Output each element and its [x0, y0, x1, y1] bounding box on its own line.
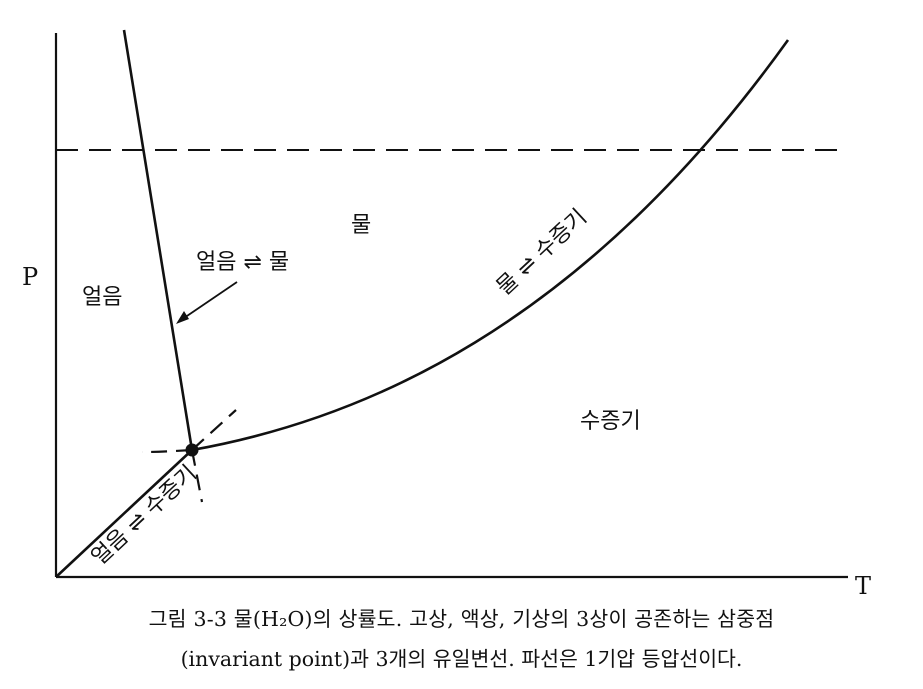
region-label-vapor: 수증기 [580, 409, 641, 434]
y-axis-label: P [22, 263, 38, 291]
vaporization-curve [191, 39, 790, 452]
metastable-sublimation-extension [191, 409, 237, 451]
boundary-label-vaporization: 물 ⇌ 수증기 [492, 205, 592, 301]
melting-label-arrowhead [176, 311, 189, 324]
melting-label-arrow-shaft [183, 281, 238, 319]
region-label-water: 물 [351, 213, 371, 238]
boundary-label-sublimation: 얼음 ⇌ 수증기 [87, 461, 202, 570]
boundary-label-melting: 얼음 ⇌ 물 [196, 250, 289, 275]
metastable-melting-extension [190, 449, 204, 503]
metastable-vaporization-extension [141, 448, 193, 454]
figure-caption-line-1: 그림 3-3 물(H₂O)의 상률도. 고상, 액상, 기상의 3상이 공존하는… [148, 607, 775, 631]
region-label-ice: 얼음 [82, 285, 122, 310]
x-axis-label: T [855, 572, 871, 600]
sublimation-curve [55, 449, 193, 578]
triple-point-marker [185, 443, 199, 457]
figure-caption-line-2: (invariant point)과 3개의 유일변선. 파선은 1기압 등압선… [180, 647, 743, 671]
melting-curve [122, 29, 194, 451]
